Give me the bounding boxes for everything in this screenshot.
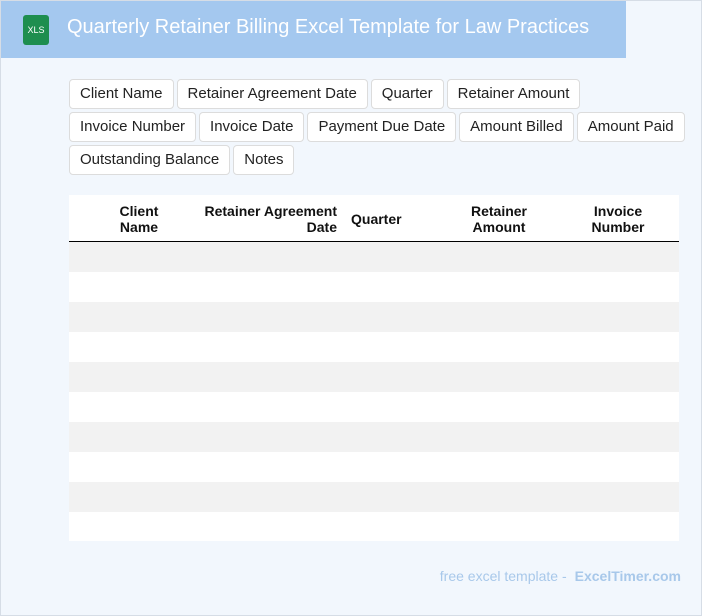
table-row <box>69 392 679 422</box>
column-header: Retainer Amount <box>470 203 528 235</box>
tag: Invoice Number <box>69 112 197 142</box>
tag-list: Client Name Retainer Agreement Date Quarte… <box>69 79 685 175</box>
tag: Amount Paid <box>576 112 685 142</box>
table-row <box>69 332 679 362</box>
tag: Outstanding Balance <box>69 145 231 175</box>
column-header: Retainer Agreement Date <box>204 203 337 235</box>
title: Quarterly Retainer Billing Excel Templat… <box>67 16 590 38</box>
column-header: Quarter <box>351 211 402 227</box>
header-bar: XLS Quarterly Retainer Billing Excel Tem… <box>1 1 626 58</box>
footer: free excel template - ExcelTimer.com <box>440 568 681 584</box>
table-row <box>69 482 679 512</box>
table-row <box>69 302 679 332</box>
table-row <box>69 452 679 482</box>
table-row <box>69 362 679 392</box>
tag: Invoice Date <box>199 112 305 142</box>
tag: Payment Due Date <box>307 112 457 142</box>
tag: Notes <box>233 145 295 175</box>
table-body <box>69 242 679 542</box>
footer-text: free excel template - <box>439 568 567 584</box>
table-header: Client Name Retainer Agreement Date Quarte… <box>69 195 679 242</box>
tag: Retainer Amount <box>446 79 581 109</box>
tag: Quarter <box>370 79 444 109</box>
file-icon: XLS <box>23 15 49 45</box>
tag: Client Name <box>69 79 174 109</box>
tag: Amount Billed <box>459 112 574 142</box>
table-row <box>69 422 679 452</box>
table-row <box>69 512 679 542</box>
table-row <box>69 272 679 302</box>
column-header: Invoice Number <box>591 203 645 235</box>
footer-link[interactable]: ExcelTimer.com <box>574 568 681 584</box>
table: Client Name Retainer Agreement Date Quarte… <box>69 195 679 541</box>
table-row <box>69 242 679 272</box>
column-header: Client Name <box>119 203 159 235</box>
tag: Retainer Agreement Date <box>176 79 368 109</box>
